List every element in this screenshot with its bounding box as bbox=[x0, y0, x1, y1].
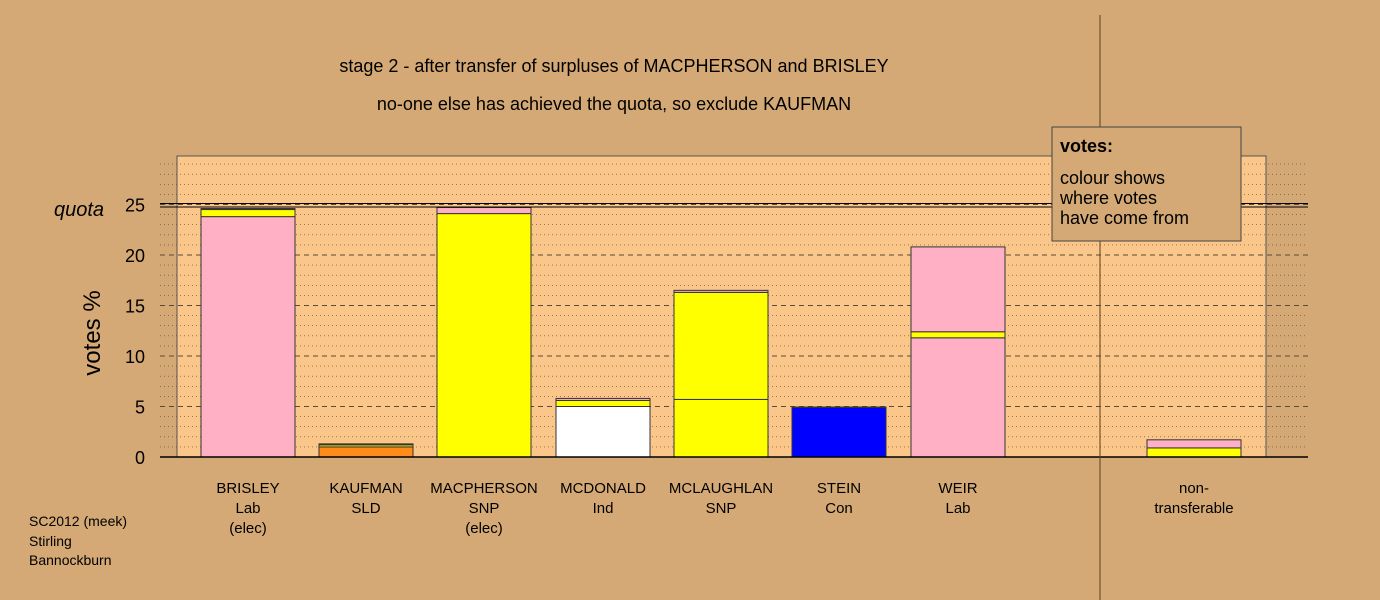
x-tick-label: SNP bbox=[469, 500, 500, 517]
bar-segment bbox=[1146, 447, 1242, 458]
bar-segment bbox=[673, 291, 769, 400]
bar-segment bbox=[910, 246, 1006, 333]
y-tick-label: 10 bbox=[125, 347, 145, 367]
bar-segment bbox=[910, 337, 1006, 458]
y-axis-ticks: 0 5 10 15 20 25 bbox=[125, 196, 145, 469]
footnote-line-1: SC2012 (meek) bbox=[29, 513, 127, 529]
bar-segment bbox=[436, 213, 532, 458]
bar-segment bbox=[673, 398, 769, 458]
bar-segment bbox=[436, 207, 532, 215]
bar-segment bbox=[555, 397, 651, 401]
chart-title-line1: stage 2 - after transfer of surpluses of… bbox=[339, 56, 888, 76]
bar-segment bbox=[200, 216, 296, 458]
bar-segment bbox=[200, 208, 296, 211]
x-tick-label: non- bbox=[1179, 480, 1209, 497]
bar-segment bbox=[555, 399, 651, 408]
x-tick-label: MCLAUGHLAN bbox=[669, 480, 773, 497]
x-tick-label: (elec) bbox=[465, 520, 503, 537]
y-tick-label: 15 bbox=[125, 297, 145, 317]
x-tick-label: SNP bbox=[706, 500, 737, 517]
bar-segment bbox=[791, 406, 887, 409]
bar-segment bbox=[910, 331, 1006, 339]
legend-heading: votes: bbox=[1060, 136, 1113, 156]
x-tick-label: MCDONALD bbox=[560, 480, 646, 497]
legend: votes: colour shows where votes have com… bbox=[1051, 126, 1242, 242]
x-tick-label: MACPHERSON bbox=[430, 480, 538, 497]
bar-segment bbox=[555, 406, 651, 458]
x-tick-label: Lab bbox=[945, 500, 970, 517]
bar-segment bbox=[1146, 439, 1242, 449]
bar-segment bbox=[200, 209, 296, 218]
x-tick-label: transferable bbox=[1154, 500, 1233, 517]
x-tick-label: Lab bbox=[235, 500, 260, 517]
x-axis-labels: BRISLEY Lab (elec) KAUFMAN SLD MACPHERSON SNP (… bbox=[216, 480, 1233, 537]
bar-segment bbox=[673, 289, 769, 293]
y-axis-label: votes % bbox=[79, 290, 106, 375]
y-tick-label: 0 bbox=[135, 448, 145, 468]
bar-segment bbox=[318, 443, 414, 446]
legend-line-2: where votes bbox=[1059, 188, 1157, 208]
y-tick-label: 25 bbox=[125, 196, 145, 216]
y-tick-label: 20 bbox=[125, 246, 145, 266]
x-tick-label: SLD bbox=[351, 500, 380, 517]
bar-segment bbox=[791, 407, 887, 458]
y-tick-label: 5 bbox=[135, 398, 145, 418]
footnote-line-2: Stirling bbox=[29, 533, 72, 549]
x-tick-label: (elec) bbox=[229, 520, 267, 537]
bars bbox=[200, 207, 1242, 458]
footnote-line-3: Bannockburn bbox=[29, 552, 112, 568]
x-tick-label: WEIR bbox=[938, 480, 977, 497]
x-tick-label: KAUFMAN bbox=[329, 480, 402, 497]
legend-line-3: have come from bbox=[1060, 208, 1189, 228]
x-tick-label: STEIN bbox=[817, 480, 861, 497]
x-tick-label: Con bbox=[825, 500, 853, 517]
legend-line-1: colour shows bbox=[1060, 168, 1165, 188]
chart-title-line2: no-one else has achieved the quota, so e… bbox=[377, 94, 851, 114]
legend-box bbox=[1051, 126, 1242, 242]
x-tick-label: Ind bbox=[593, 500, 614, 517]
x-tick-label: BRISLEY bbox=[216, 480, 279, 497]
quota-label: quota bbox=[54, 199, 104, 221]
bar-segment bbox=[318, 446, 414, 458]
